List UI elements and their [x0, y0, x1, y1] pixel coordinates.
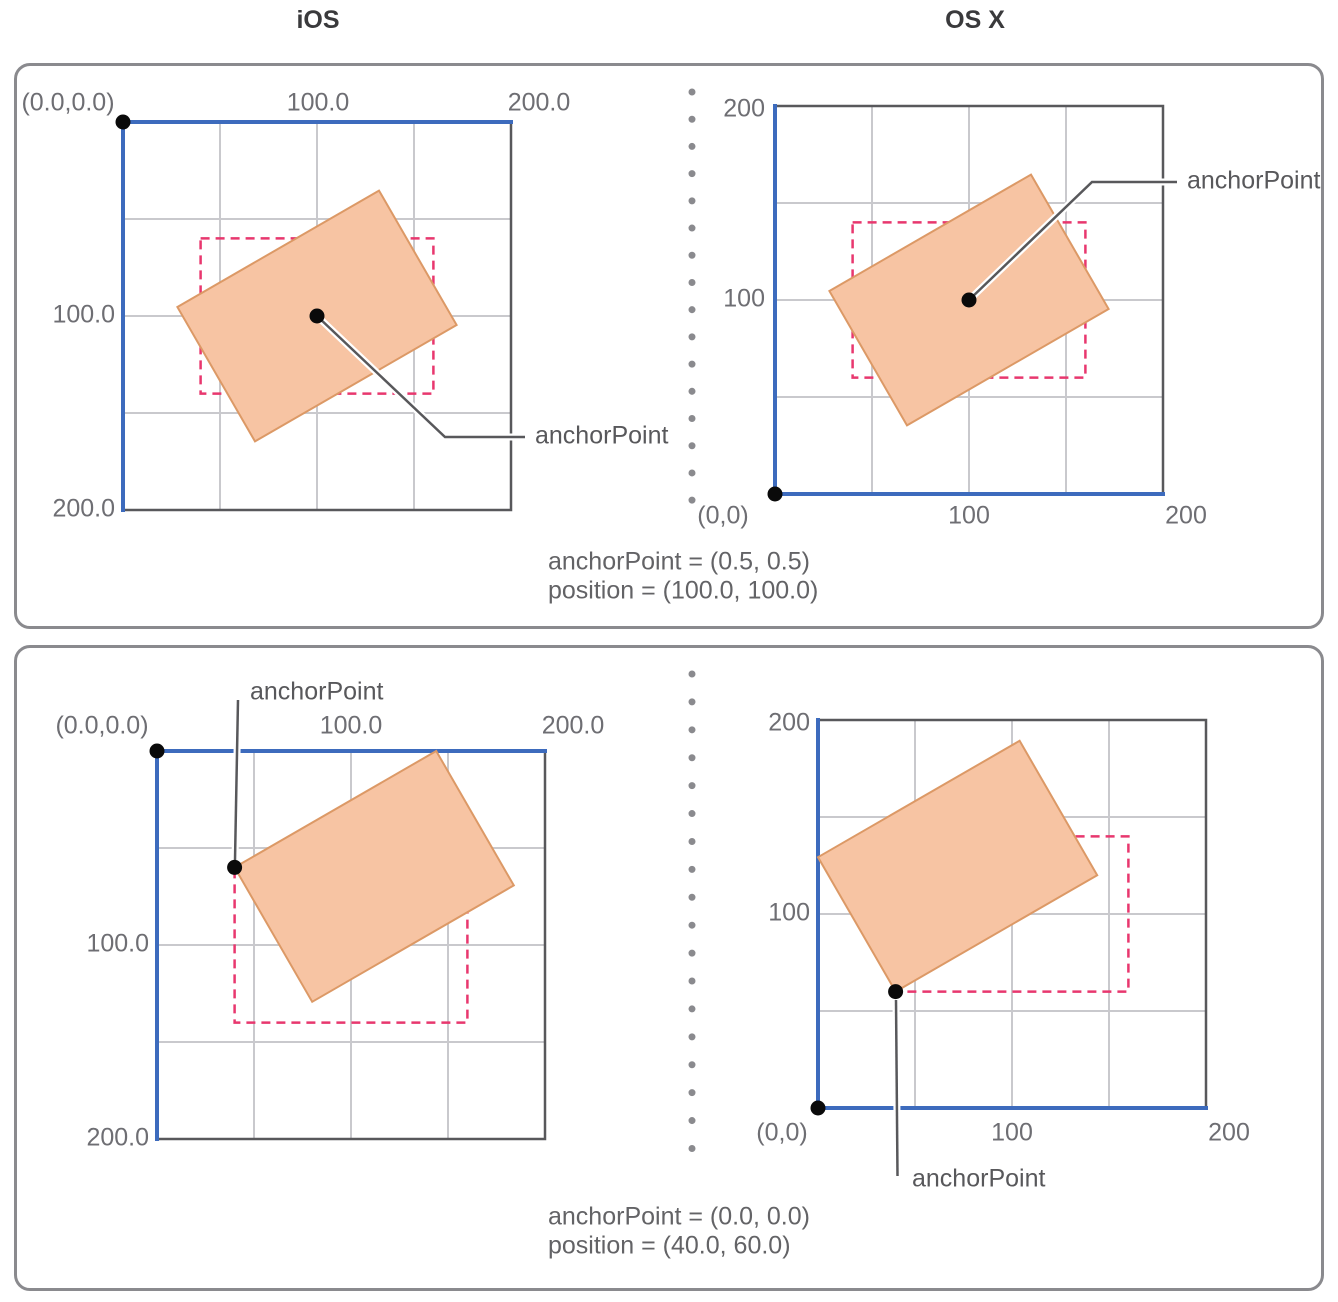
ios-x-axis-label-100: 100.0	[287, 89, 350, 117]
panel-center-anchor: (0.0,0.0) 100.0 200.0 100.0 200.0 anchor…	[14, 63, 1324, 629]
caption-position-value: position = (40.0, 60.0)	[548, 1232, 791, 1260]
ios-origin-label: (0.0,0.0)	[55, 712, 148, 740]
ios-column-header: iOS	[296, 6, 340, 34]
ios-layer-bounds-dashed-rect	[233, 866, 469, 1024]
osx-diagram-corner-anchor: 200 100 (0,0) 100 200 anchorPoint	[756, 709, 1250, 1193]
ios-anchor-point-label: anchorPoint	[535, 422, 668, 450]
osx-y-axis-label-200: 200	[723, 95, 765, 123]
osx-rotated-layer-group	[816, 739, 1099, 993]
osx-column-header: OS X	[945, 6, 1005, 34]
ios-y-axis-label-200: 200.0	[52, 495, 115, 523]
osx-grid-gray-edges	[775, 104, 1165, 494]
ios-y-axis-label-100: 100.0	[52, 301, 115, 329]
osx-x-axis-label-100: 100	[991, 1119, 1033, 1147]
ios-x-axis-label-100: 100.0	[320, 712, 383, 740]
osx-anchor-point-label: anchorPoint	[1187, 167, 1320, 195]
osx-x-axis-label-200: 200	[1165, 502, 1207, 530]
ios-origin-label: (0.0,0.0)	[21, 89, 114, 117]
caption-anchor-point-value: anchorPoint = (0.5, 0.5)	[548, 548, 810, 576]
osx-anchor-point-dot	[961, 292, 977, 308]
caption-position-value: position = (100.0, 100.0)	[548, 577, 818, 605]
ios-anchor-callout-line	[233, 699, 240, 861]
osx-layer-rect	[816, 739, 1099, 993]
osx-origin-label: (0,0)	[697, 502, 748, 530]
ios-diagram-center-anchor: (0.0,0.0) 100.0 200.0 100.0 200.0 anchor…	[21, 89, 668, 523]
ios-origin-dot	[115, 114, 131, 130]
osx-diagram-center-anchor: 200 100 (0,0) 100 200 anchorPoint	[697, 95, 1320, 530]
caption-anchor-point-value: anchorPoint = (0.0, 0.0)	[548, 1203, 810, 1231]
ios-anchor-point-label: anchorPoint	[250, 678, 383, 706]
ios-layer-rect	[233, 749, 516, 1004]
osx-anchor-point-label: anchorPoint	[912, 1165, 1045, 1193]
osx-origin-label: (0,0)	[756, 1119, 807, 1147]
ios-grid-gray-edges	[157, 751, 547, 1141]
osx-origin-dot	[810, 1100, 826, 1116]
ios-x-axis-label-200: 200.0	[542, 712, 605, 740]
osx-anchor-point-dot	[888, 984, 904, 1000]
panel-corner-anchor: anchorPoint (0.0,0.0) 100.0 200.0 100.0 …	[14, 645, 1324, 1291]
osx-anchor-callout-line	[968, 180, 1177, 301]
ios-anchor-point-dot	[309, 308, 325, 324]
osx-origin-dot	[767, 486, 783, 502]
ios-grid-gray-edges	[123, 122, 513, 512]
osx-anchor-callout-line	[894, 999, 899, 1177]
ios-diagram-corner-anchor: anchorPoint (0.0,0.0) 100.0 200.0 100.0 …	[55, 678, 604, 1152]
osx-x-axis-label-200: 200	[1208, 1119, 1250, 1147]
ios-y-axis-label-100: 100.0	[86, 930, 149, 958]
osx-y-axis-label-200: 200	[768, 709, 810, 737]
ios-origin-dot	[149, 743, 165, 759]
panel-corner-anchor-figure: anchorPoint (0.0,0.0) 100.0 200.0 100.0 …	[55, 670, 1250, 1260]
ios-y-axis-label-200: 200.0	[86, 1124, 149, 1152]
ios-rotated-layer-group	[233, 749, 516, 1004]
ios-anchor-point-dot	[227, 859, 243, 875]
osx-y-axis-label-100: 100	[768, 899, 810, 927]
ios-anchor-callout-line	[316, 315, 525, 439]
osx-y-axis-label-100: 100	[723, 285, 765, 313]
panel-center-anchor-figure: (0.0,0.0) 100.0 200.0 100.0 200.0 anchor…	[21, 88, 1320, 605]
osx-x-axis-label-100: 100	[948, 502, 990, 530]
osx-grid-gray-edges	[818, 718, 1208, 1108]
ios-x-axis-label-200: 200.0	[508, 89, 571, 117]
